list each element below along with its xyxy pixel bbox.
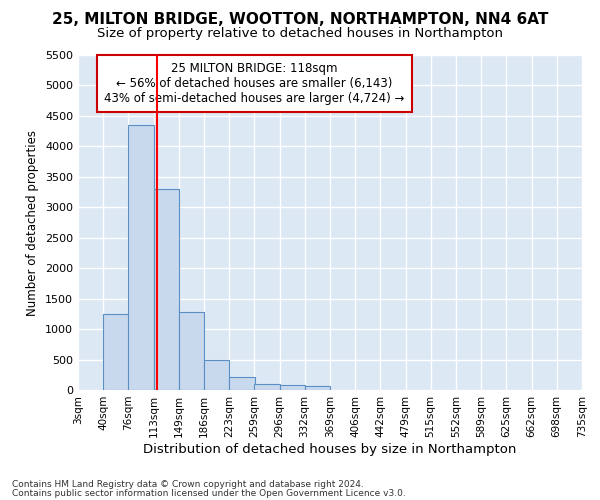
Bar	[154, 189, 179, 390]
Bar	[305, 386, 330, 390]
Text: Size of property relative to detached houses in Northampton: Size of property relative to detached ho…	[97, 28, 503, 40]
Y-axis label: Number of detached properties: Number of detached properties	[26, 130, 40, 316]
Bar	[204, 360, 229, 390]
Bar	[254, 384, 280, 390]
X-axis label: Distribution of detached houses by size in Northampton: Distribution of detached houses by size …	[143, 442, 517, 456]
Text: Contains HM Land Registry data © Crown copyright and database right 2024.: Contains HM Land Registry data © Crown c…	[12, 480, 364, 489]
Text: 25, MILTON BRIDGE, WOOTTON, NORTHAMPTON, NN4 6AT: 25, MILTON BRIDGE, WOOTTON, NORTHAMPTON,…	[52, 12, 548, 28]
Bar	[280, 385, 305, 390]
Text: Contains public sector information licensed under the Open Government Licence v3: Contains public sector information licen…	[12, 488, 406, 498]
Bar	[179, 312, 204, 390]
Bar	[103, 314, 129, 390]
Text: 25 MILTON BRIDGE: 118sqm
← 56% of detached houses are smaller (6,143)
43% of sem: 25 MILTON BRIDGE: 118sqm ← 56% of detach…	[104, 62, 404, 104]
Bar	[229, 376, 255, 390]
Bar	[128, 125, 154, 390]
